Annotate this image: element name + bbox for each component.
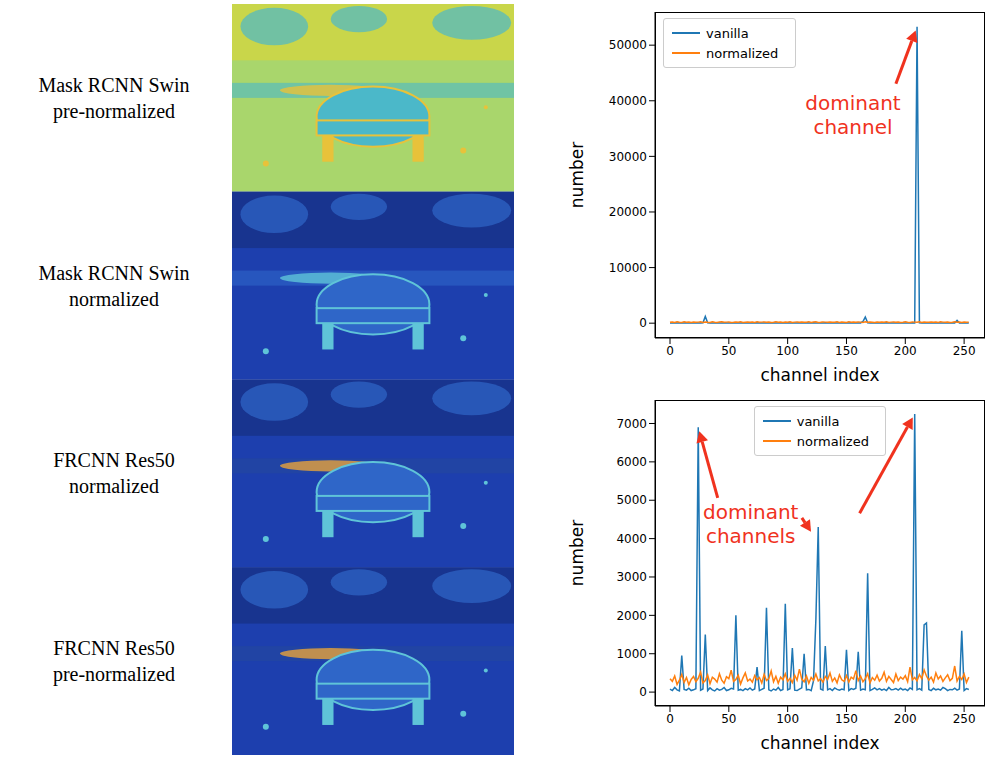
- svg-text:200: 200: [894, 712, 917, 726]
- svg-text:6000: 6000: [616, 455, 647, 469]
- svg-text:40000: 40000: [609, 94, 647, 108]
- svg-text:2000: 2000: [616, 609, 647, 623]
- svg-text:100: 100: [776, 712, 799, 726]
- svg-text:3000: 3000: [616, 570, 647, 584]
- svg-text:50000: 50000: [609, 38, 647, 52]
- svg-text:0: 0: [639, 685, 647, 699]
- html-text:vanilla: vanilla: [796, 413, 840, 429]
- svg-text:number: number: [567, 142, 587, 208]
- svg-text:250: 250: [953, 344, 976, 358]
- svg-text:50: 50: [721, 712, 736, 726]
- svg-text:250: 250: [953, 712, 976, 726]
- html-text:FRCNN Res50: FRCNN Res50: [53, 637, 175, 660]
- svg-text:channels: channels: [706, 524, 796, 548]
- html-text:FRCNN Res50: FRCNN Res50: [53, 449, 175, 472]
- svg-text:30000: 30000: [609, 150, 647, 164]
- svg-text:100: 100: [776, 344, 799, 358]
- svg-text:1000: 1000: [616, 647, 647, 661]
- html-text:normalized: normalized: [69, 475, 159, 498]
- svg-text:dominant: dominant: [703, 500, 799, 524]
- svg-text:number: number: [567, 520, 587, 586]
- html-text:pre-normalized: pre-normalized: [52, 663, 176, 686]
- svg-text:200: 200: [894, 344, 917, 358]
- html-text:Mask RCNN Swin: Mask RCNN Swin: [38, 73, 190, 96]
- svg-text:channel index: channel index: [760, 365, 879, 385]
- svg-text:channel: channel: [813, 115, 892, 139]
- html-text:normalized: normalized: [796, 433, 869, 449]
- svg-text:4000: 4000: [616, 532, 647, 546]
- html-text:normalized: normalized: [706, 45, 779, 61]
- svg-text:5000: 5000: [616, 493, 647, 507]
- svg-text:0: 0: [666, 344, 674, 358]
- svg-text:150: 150: [835, 344, 858, 358]
- svg-text:dominant: dominant: [805, 91, 901, 115]
- svg-text:7000: 7000: [616, 417, 647, 431]
- html-text:vanilla: vanilla: [706, 25, 749, 41]
- svg-text:10000: 10000: [609, 261, 647, 275]
- svg-text:0: 0: [639, 316, 647, 330]
- svg-text:50: 50: [721, 344, 736, 358]
- svg-text:channel index: channel index: [760, 733, 879, 753]
- html-text:pre-normalized: pre-normalized: [52, 99, 176, 122]
- html-text:normalized: normalized: [69, 287, 159, 310]
- svg-text:150: 150: [835, 712, 858, 726]
- html-text:Mask RCNN Swin: Mask RCNN Swin: [38, 261, 190, 284]
- svg-text:0: 0: [666, 712, 674, 726]
- svg-text:20000: 20000: [609, 205, 647, 219]
